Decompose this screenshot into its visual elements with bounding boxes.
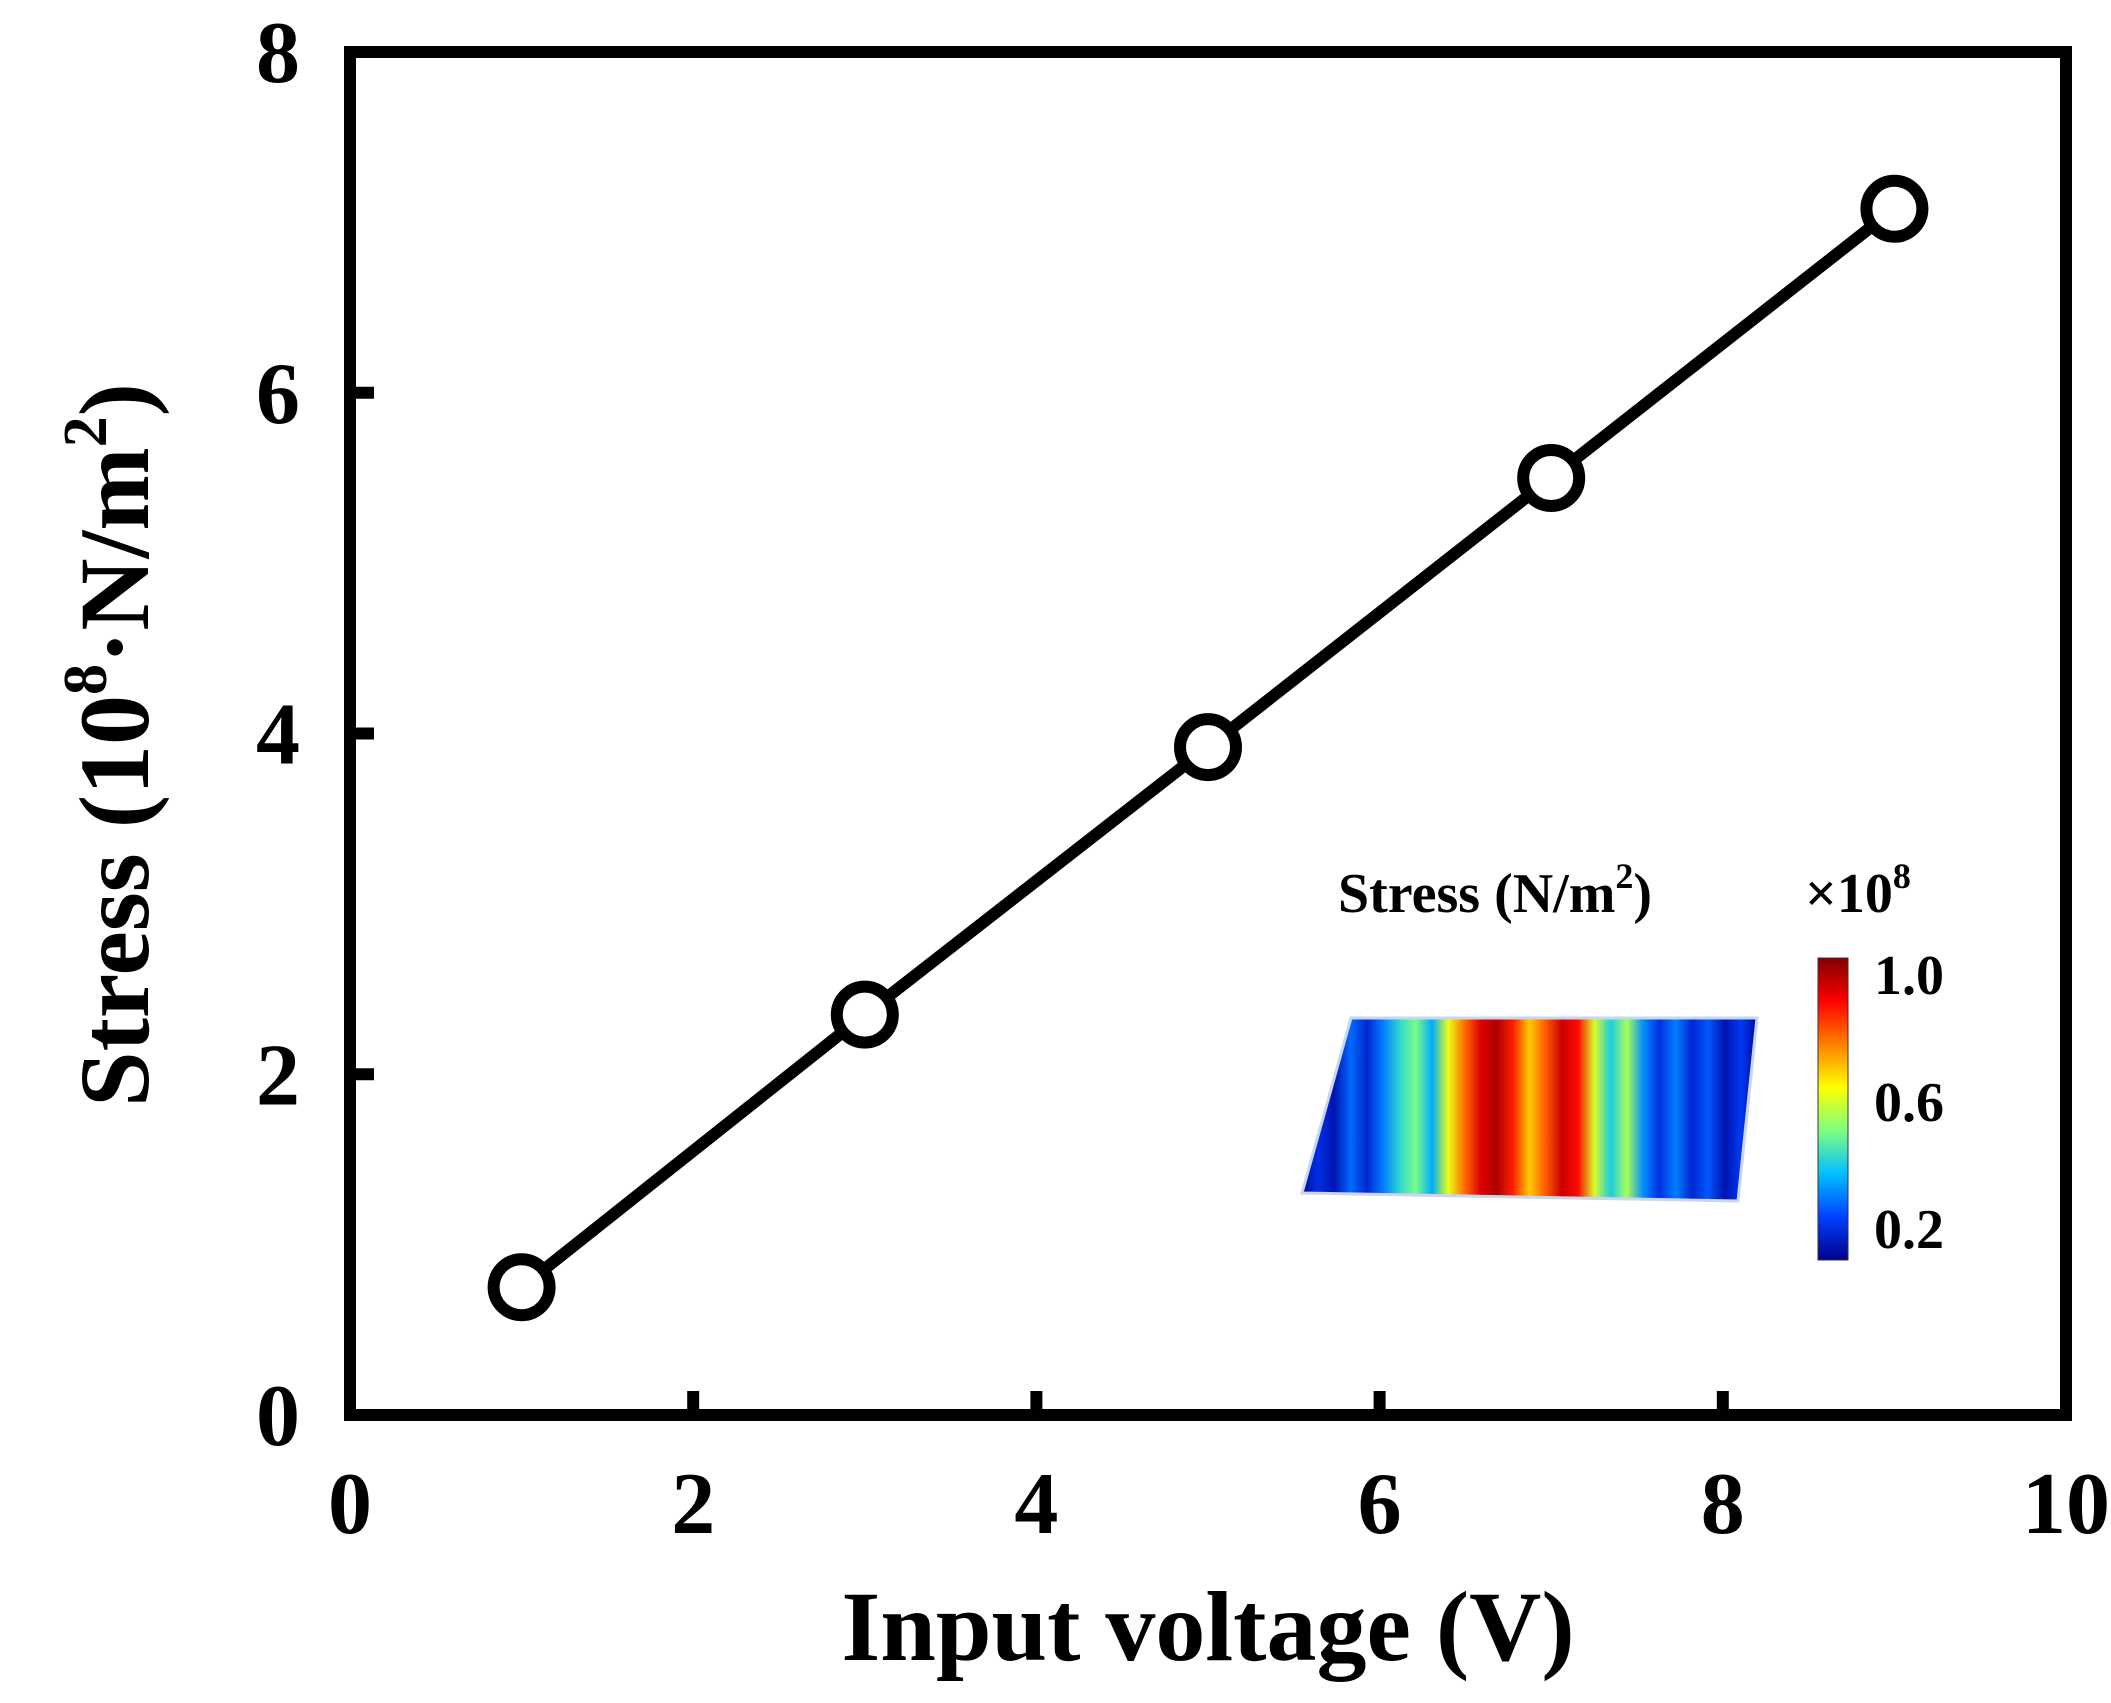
stress-inset: Stress (N/m2) ×108 1.0 0.6 0.2 [1300,856,1944,1261]
data-point-0 [487,1253,556,1322]
y-tick-label-4: 4 [256,687,300,784]
data-point-3 [1517,443,1586,512]
x-tick-label-2: 2 [671,1456,715,1553]
colorbar [1817,957,1849,1261]
y-tick-label-8: 8 [256,5,300,102]
y-axis-title: Stress (108·N/m2) [52,383,170,1107]
data-point-1 [830,980,899,1049]
x-tick-label-6: 6 [1358,1456,1402,1553]
colorbar-label-0.6: 0.6 [1874,1072,1944,1134]
y-tick-label-2: 2 [256,1027,300,1124]
stress-distribution-map [1300,1016,1759,1203]
inset-title: Stress (N/m2) [1338,856,1652,925]
colorbar-label-0.2: 0.2 [1874,1199,1944,1261]
x-axis-title: Input voltage (V) [841,1571,1574,1682]
x-tick-label-10: 10 [2022,1456,2110,1553]
colorbar-tick-labels: 1.0 0.6 0.2 [1874,945,1944,1261]
colorbar-label-1.0: 1.0 [1874,945,1944,1007]
x-tick-label-8: 8 [1701,1456,1745,1553]
data-point-4 [1860,174,1929,243]
y-tick-label-0: 0 [256,1368,300,1465]
data-point-2 [1174,713,1242,782]
x-tick-label-0: 0 [328,1456,372,1553]
x-tick-label-4: 4 [1014,1456,1058,1553]
tick-labels: 0 2 4 6 8 10 0 2 4 6 8 [256,5,2110,1553]
y-tick-label-6: 6 [256,346,300,443]
axis-ticks [350,386,1729,1415]
data-series [487,174,1929,1322]
inset-multiplier: ×108 [1805,856,1911,925]
